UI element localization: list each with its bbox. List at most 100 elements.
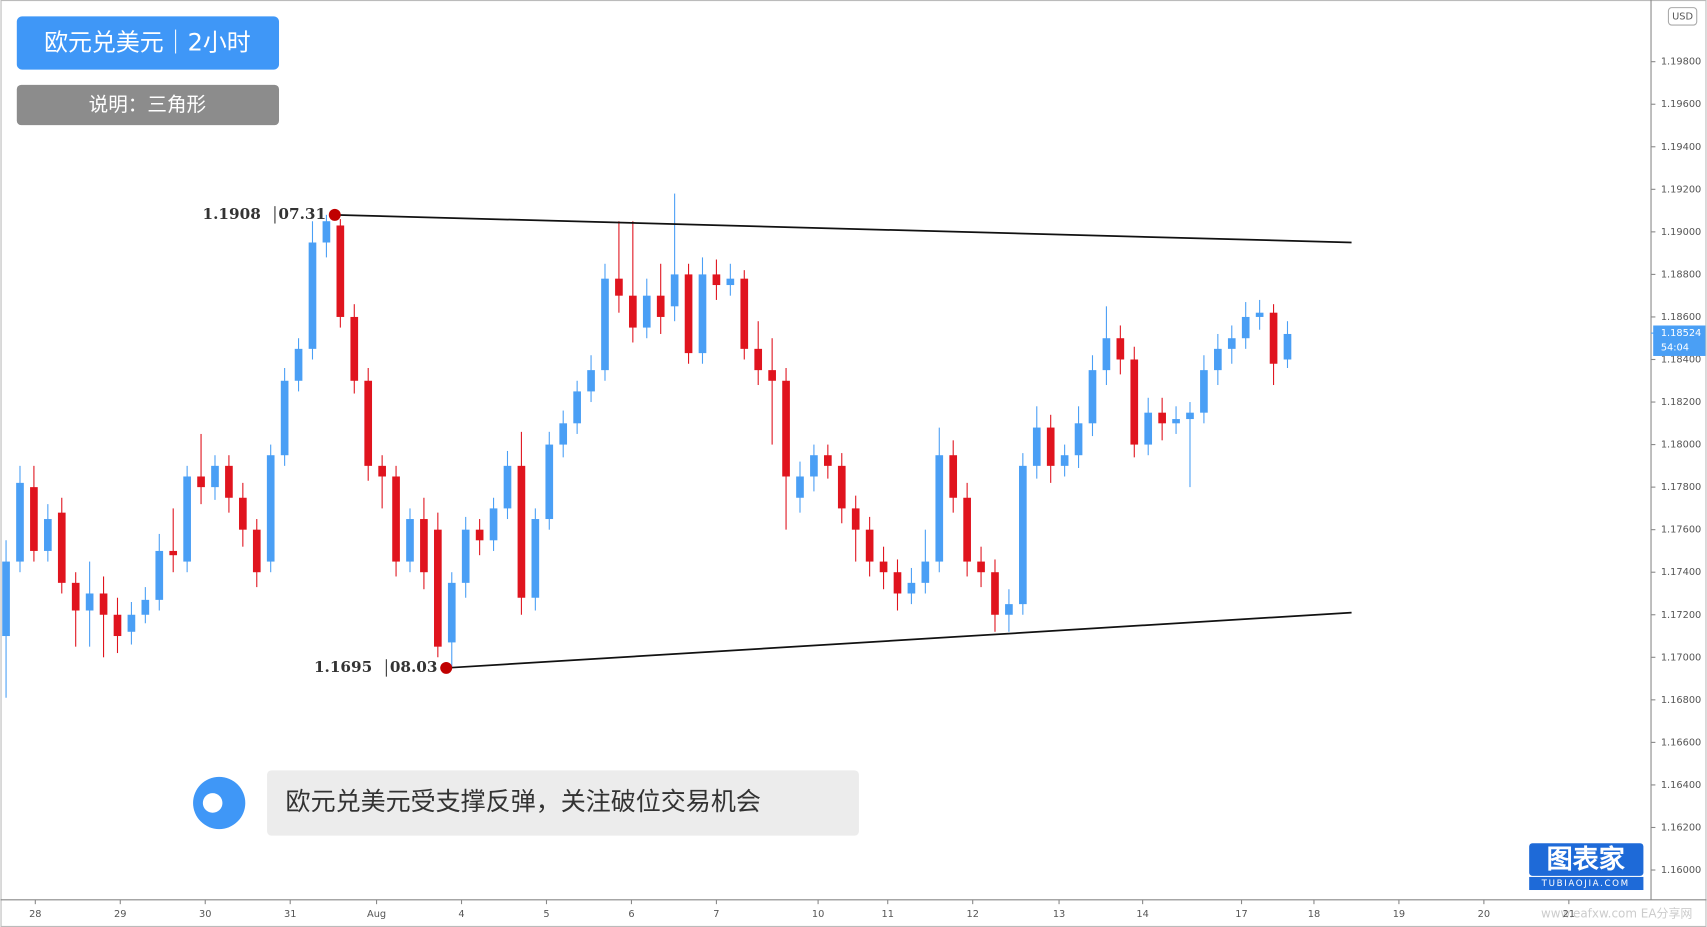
candle-body <box>851 508 860 530</box>
candle-body <box>350 316 359 381</box>
x-tick-label: 12 <box>966 909 978 920</box>
x-tick-label: 7 <box>713 909 719 920</box>
candle-body <box>392 476 400 562</box>
candle-body <box>824 455 832 466</box>
logo-bg <box>1529 843 1644 876</box>
candle-body <box>865 529 874 562</box>
y-tick-label: 1.19600 <box>1661 99 1701 110</box>
y-tick-label: 1.19000 <box>1661 227 1701 238</box>
candle-body <box>670 274 679 307</box>
candle-body <box>280 380 289 456</box>
note-bg <box>16 84 280 126</box>
title-bg <box>16 16 280 70</box>
x-tick-label: 14 <box>1136 909 1148 920</box>
candle-body <box>768 370 776 381</box>
y-tick-label: 1.18800 <box>1661 269 1701 280</box>
candle-body <box>252 529 261 573</box>
candle-body <box>99 593 108 615</box>
x-tick-label: 13 <box>1053 909 1065 920</box>
candle-body <box>1032 427 1041 466</box>
pivot-date: 08.03 <box>390 658 438 676</box>
last-price-bg <box>1653 325 1706 356</box>
candle-body <box>642 295 651 328</box>
candle-body <box>406 519 414 562</box>
candle-body <box>615 278 623 296</box>
candle-body <box>531 519 540 598</box>
y-tick-label: 1.19400 <box>1661 142 1701 153</box>
candle-body <box>461 529 470 583</box>
y-tick-label: 1.18400 <box>1661 354 1701 365</box>
candle-body <box>183 476 191 562</box>
comment-bg <box>267 770 859 836</box>
candle-body <box>1227 338 1236 349</box>
pivot-point <box>328 208 341 221</box>
candle-body <box>1046 427 1055 466</box>
candle-body <box>963 497 971 562</box>
last-price: 1.18524 <box>1661 328 1701 339</box>
candle-body <box>169 550 178 556</box>
candle-body <box>308 242 317 349</box>
candle-body <box>1200 370 1208 413</box>
candle-body <box>740 278 749 349</box>
x-tick-label: 18 <box>1308 909 1320 920</box>
x-tick-label: 20 <box>1478 909 1490 920</box>
candle-body <box>935 455 944 562</box>
candle-body <box>475 529 484 541</box>
x-tick-label: 17 <box>1235 909 1247 920</box>
y-tick-label: 1.17000 <box>1661 652 1701 663</box>
x-tick-label: 31 <box>284 909 296 920</box>
x-tick-label: Aug <box>367 909 386 920</box>
candle-body <box>30 487 38 551</box>
y-tick-label: 1.17200 <box>1661 610 1701 621</box>
y-tick-label: 1.16600 <box>1661 737 1701 748</box>
avatar-face <box>202 793 223 813</box>
y-tick-label: 1.19200 <box>1661 184 1701 195</box>
candle-body <box>322 221 331 243</box>
candle-body <box>712 274 721 286</box>
logo-site: TUBIAOJIA.COM <box>1541 879 1630 889</box>
candle-body <box>810 455 818 477</box>
candle-body <box>879 561 888 573</box>
x-tick-label: 19 <box>1393 909 1405 920</box>
x-tick-label: 10 <box>812 909 824 920</box>
trendline <box>334 213 1352 244</box>
y-tick-label: 1.16400 <box>1661 780 1701 791</box>
candle-body <box>1283 333 1292 360</box>
candle-body <box>1060 455 1069 466</box>
candle-body <box>754 348 763 371</box>
candle-body <box>239 497 247 530</box>
candle-body <box>601 278 609 371</box>
trendline <box>446 611 1352 669</box>
candle-body <box>113 614 122 637</box>
comment-text: 欧元兑美元受支撑反弹，关注破位交易机会 <box>286 787 761 816</box>
candle-body <box>1241 316 1250 339</box>
watermark: www.eafxw.com EA分享网 <box>1541 905 1692 920</box>
candle-body <box>1172 419 1180 424</box>
candle-body <box>434 529 442 647</box>
candle-body <box>949 455 958 498</box>
y-tick-label: 1.18200 <box>1661 397 1701 408</box>
logo: 图表家 TUBIAOJIA.COM <box>1529 843 1644 891</box>
pivot-price: 1.1695 <box>314 658 372 676</box>
candle-body <box>2 561 10 637</box>
y-tick-label: 1.16000 <box>1661 865 1701 876</box>
candle-body <box>71 582 80 611</box>
logo-name: 图表家 <box>1547 844 1626 875</box>
candle-body <box>378 465 386 477</box>
candle-body <box>726 278 735 286</box>
candle-body <box>447 582 456 643</box>
candle-body <box>587 370 595 392</box>
title: 欧元兑美元｜2小时 <box>44 29 251 57</box>
candle-body <box>1255 312 1264 317</box>
candle-body <box>1102 338 1111 371</box>
candle-body <box>1074 423 1083 456</box>
candle-body <box>629 295 637 328</box>
candle-body <box>127 614 136 632</box>
candle-body <box>225 465 233 498</box>
note: 说明：三角形 <box>89 93 206 116</box>
candle-body <box>977 561 985 573</box>
candle-body <box>336 225 345 317</box>
candle-body <box>1186 412 1194 420</box>
